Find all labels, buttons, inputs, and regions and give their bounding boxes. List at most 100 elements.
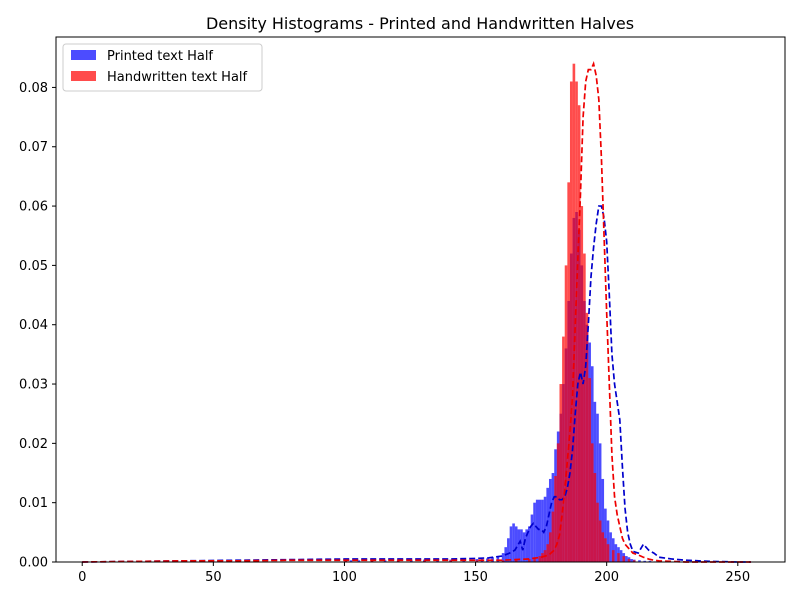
- handwritten-bar: [551, 511, 555, 562]
- handwritten-bar: [396, 560, 400, 562]
- printed-bar: [630, 559, 633, 562]
- plot-frame: [55, 36, 786, 563]
- printed-bar: [349, 560, 353, 562]
- y-tick-label: 0.04: [19, 318, 48, 333]
- printed-bar: [548, 478, 552, 562]
- legend: Printed text Half Handwritten text Half: [62, 43, 263, 92]
- printed-bar: [522, 532, 526, 562]
- handwritten-density-line: [82, 60, 751, 563]
- printed-bar: [538, 499, 542, 562]
- handwritten-bar: [611, 550, 615, 562]
- handwritten-bar: [449, 560, 452, 562]
- printed-bar: [357, 560, 361, 562]
- printed-bar: [604, 508, 607, 562]
- handwritten-bar: [604, 538, 607, 562]
- printed-bar: [509, 526, 513, 562]
- y-tick-label: 0.00: [19, 556, 48, 571]
- handwritten-histogram: [344, 63, 636, 563]
- handwritten-bar: [538, 556, 542, 562]
- x-tick-label: 150: [463, 570, 488, 585]
- handwritten-bar: [564, 265, 568, 562]
- x-axis: 0 50 100 150 200 250: [78, 562, 750, 585]
- x-tick-label: 200: [594, 570, 619, 585]
- handwritten-bar: [562, 336, 565, 562]
- handwritten-bar: [632, 560, 636, 562]
- handwritten-bar: [580, 206, 584, 562]
- handwritten-bar: [501, 560, 505, 562]
- y-tick-label: 0.01: [19, 496, 48, 511]
- handwritten-bar: [585, 312, 589, 562]
- handwritten-bar: [569, 81, 573, 563]
- handwritten-bar: [567, 182, 570, 562]
- handwritten-bar: [575, 81, 578, 563]
- printed-density-line: [82, 205, 751, 563]
- handwritten-bar: [559, 384, 563, 562]
- printed-bar: [648, 560, 652, 562]
- handwritten-bar: [577, 105, 581, 562]
- printed-bar: [643, 560, 647, 562]
- y-tick-label: 0.06: [19, 200, 48, 215]
- handwritten-bar: [370, 560, 374, 562]
- printed-bar: [520, 529, 523, 562]
- y-tick-label: 0.02: [19, 437, 48, 452]
- printed-bar: [383, 560, 387, 562]
- y-tick-label: 0.07: [19, 140, 48, 155]
- handwritten-bar: [606, 544, 610, 562]
- handwritten-bar: [514, 559, 518, 562]
- handwritten-bar: [622, 556, 626, 562]
- handwritten-bar: [598, 520, 602, 562]
- printed-bar: [611, 538, 615, 562]
- handwritten-bar: [533, 557, 536, 562]
- x-tick-label: 100: [332, 570, 357, 585]
- handwritten-bar: [548, 532, 552, 562]
- handwritten-bar: [556, 443, 560, 562]
- handwritten-bar: [554, 475, 557, 562]
- printed-bar: [598, 443, 602, 562]
- handwritten-bar: [588, 378, 591, 562]
- handwritten-bar: [590, 443, 594, 562]
- chart-title: Density Histograms - Printed and Handwri…: [206, 14, 634, 33]
- printed-bar: [525, 529, 529, 562]
- printed-bar: [609, 532, 612, 562]
- handwritten-bar: [617, 553, 620, 562]
- legend-label-printed: Printed text Half: [107, 49, 213, 64]
- legend-swatch-printed: [71, 50, 96, 60]
- printed-bar: [638, 560, 641, 562]
- handwritten-bar: [546, 544, 549, 562]
- x-tick-label: 0: [78, 570, 86, 585]
- handwritten-bar: [627, 559, 631, 562]
- printed-bar: [606, 520, 610, 562]
- printed-bar: [601, 478, 605, 562]
- plot-area: [55, 36, 786, 563]
- legend-swatch-handwritten: [71, 71, 96, 81]
- plot-background: [56, 37, 785, 562]
- printed-bar: [546, 487, 549, 562]
- legend-box: [62, 43, 263, 92]
- printed-bar: [507, 538, 510, 562]
- handwritten-bar: [601, 532, 605, 562]
- y-tick-label: 0.03: [19, 378, 48, 393]
- handwritten-bar: [475, 560, 479, 562]
- handwritten-bar: [423, 560, 426, 562]
- handwritten-bar: [572, 63, 576, 562]
- printed-bar: [514, 526, 518, 562]
- density-lines: [82, 60, 751, 563]
- handwritten-bar: [596, 502, 599, 562]
- printed-bar: [496, 556, 500, 562]
- printed-bar: [530, 514, 534, 562]
- handwritten-bar: [583, 253, 586, 562]
- printed-bar: [517, 529, 521, 562]
- printed-bar: [614, 544, 618, 562]
- printed-bar: [528, 526, 531, 562]
- y-tick-label: 0.08: [19, 81, 48, 96]
- printed-bar: [501, 553, 505, 562]
- handwritten-bar: [528, 559, 531, 562]
- handwritten-bar: [344, 560, 348, 562]
- x-tick-label: 50: [205, 570, 222, 585]
- printed-bar: [410, 560, 413, 562]
- printed-bar: [533, 502, 536, 562]
- printed-bar: [512, 523, 515, 562]
- printed-bar: [619, 550, 623, 562]
